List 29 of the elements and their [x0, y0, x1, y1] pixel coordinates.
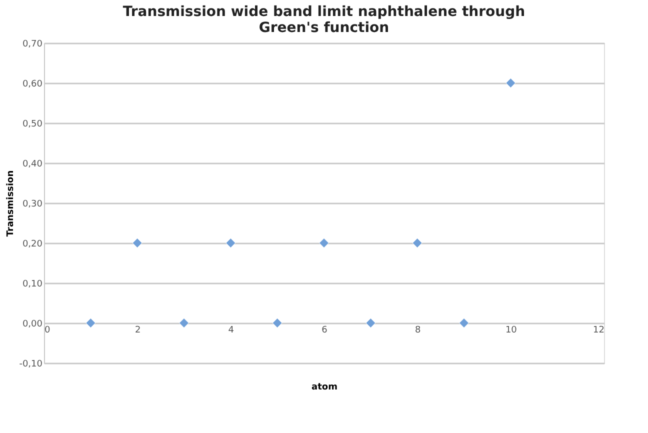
point — [366, 318, 376, 328]
point — [179, 318, 189, 328]
x-tick-label: 10 — [505, 326, 518, 336]
y-tick-label: 0,10 — [22, 280, 43, 290]
x-axis-title: atom — [312, 382, 338, 392]
y-tick-label: 0,60 — [22, 80, 43, 90]
point — [132, 238, 142, 248]
point — [226, 238, 236, 248]
x-tick-label: 2 — [134, 326, 141, 336]
point — [319, 238, 329, 248]
point — [86, 318, 96, 328]
y-tick-label: 0,50 — [22, 120, 43, 130]
chart-title: Transmission wide band limit naphthalene through Green's function — [122, 4, 526, 36]
point — [272, 318, 282, 328]
y-tick-label: 0,00 — [22, 320, 43, 330]
y-tick-label: 0,70 — [22, 40, 43, 50]
x-tick-label: 12 — [593, 326, 604, 336]
point — [459, 318, 469, 328]
y-axis-title: Transmission — [6, 170, 16, 237]
point — [412, 238, 422, 248]
point — [506, 78, 516, 88]
y-tick-label: 0,20 — [22, 240, 43, 250]
x-tick-label: 0 — [44, 326, 50, 336]
y-tick-label: -0,10 — [19, 360, 43, 370]
x-tick-label: 6 — [322, 326, 328, 336]
y-tick-label: 0,30 — [22, 200, 43, 210]
x-tick-label: 4 — [228, 326, 234, 336]
y-tick-label: 0,40 — [22, 160, 43, 170]
x-tick-label: 8 — [414, 326, 421, 336]
